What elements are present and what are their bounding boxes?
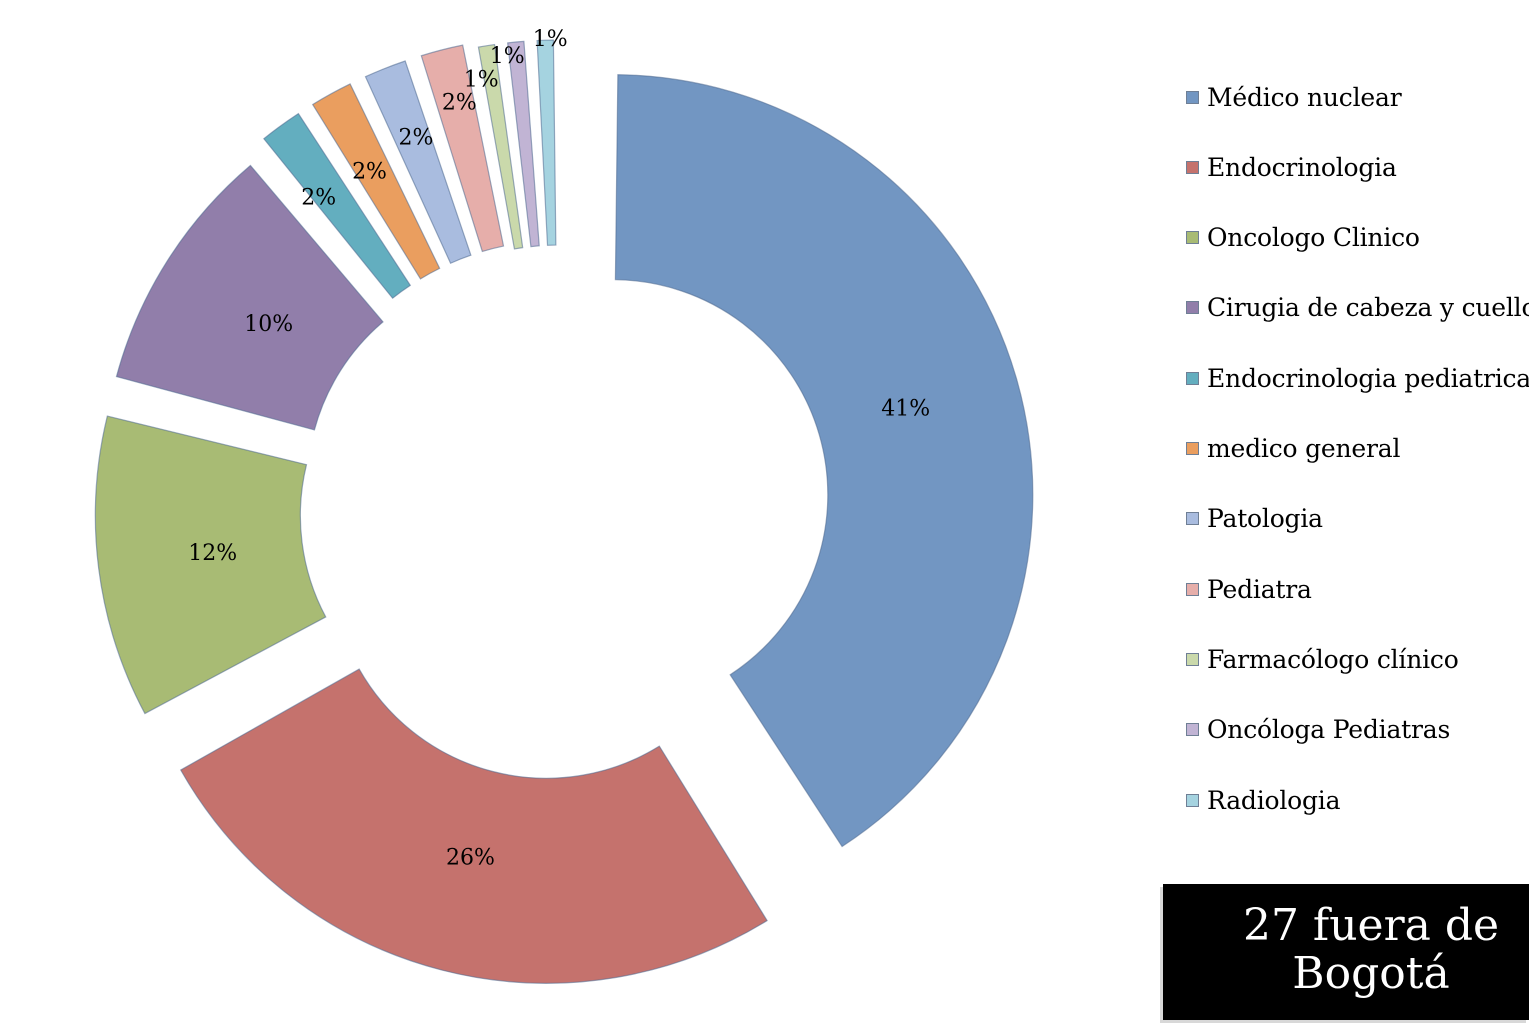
data-label-radiologia: 1%	[533, 27, 568, 52]
slice-endocrinologia-pediatrica	[263, 112, 412, 300]
slice-pediatra	[420, 44, 505, 253]
slice-oncologo-clinico	[94, 415, 327, 715]
slice-medico-nuclear	[614, 74, 1034, 848]
legend-label: Patologia	[1207, 504, 1323, 534]
legend-label: Oncologo Clinico	[1207, 223, 1420, 253]
slice-medico-general	[311, 83, 441, 280]
legend-label: Pediatra	[1207, 574, 1312, 604]
legend-item-oncologo-clinico: Oncologo Clinico	[1186, 223, 1420, 253]
legend-swatch	[1186, 652, 1199, 666]
legend-label: Endocrinologia pediatrica	[1207, 363, 1529, 393]
slice-farmacologo-clinico	[477, 43, 524, 250]
legend-swatch	[1186, 301, 1199, 315]
legend-swatch	[1186, 442, 1199, 455]
legend-item-cirugia-de-cabeza-y-cuello: Cirugia de cabeza y cuello	[1186, 293, 1529, 323]
legend-item-oncologa-pediatras: Oncóloga Pediatras	[1186, 715, 1450, 745]
legend-label: medico general	[1207, 434, 1401, 463]
slice-radiologia	[536, 39, 557, 246]
legend-swatch	[1186, 160, 1199, 174]
legend-item-endocrinologia: Endocrinologia	[1186, 152, 1397, 182]
data-label-medico-nuclear: 41%	[881, 397, 930, 422]
data-label-patologia: 2%	[398, 125, 433, 150]
legend-swatch	[1186, 371, 1199, 385]
legend-label: Oncóloga Pediatras	[1207, 715, 1451, 745]
data-label-endocrinologia-pediatrica: 2%	[301, 186, 336, 211]
slice-oncologa-pediatras	[506, 40, 540, 248]
callout-box: 27 fuera de Bogotá	[1163, 884, 1529, 1020]
legend-swatch	[1186, 723, 1199, 737]
callout-text: 27 fuera de Bogotá	[1242, 900, 1500, 999]
legend-swatch	[1186, 231, 1199, 245]
legend-item-endocrinologia-pediatrica: Endocrinologia pediatrica	[1186, 363, 1529, 393]
data-label-oncologo-clinico: 12%	[188, 541, 237, 566]
legend-label: Endocrinologia	[1207, 152, 1397, 182]
legend-label: Radiologia	[1207, 785, 1341, 815]
data-label-endocrinologia: 26%	[446, 846, 495, 871]
legend-item-farmacologo-clinico: Farmacólogo clínico	[1186, 644, 1459, 674]
data-label-oncologa-pediatras: 1%	[490, 44, 525, 69]
slice-cirugia-de-cabeza-y-cuello	[115, 164, 384, 431]
data-label-medico-general: 2%	[352, 160, 387, 185]
legend-swatch	[1186, 90, 1199, 104]
doughnut-chart: 41%26%12%10%2%2%2%2%1%1%1%	[94, 27, 1034, 984]
legend-swatch	[1186, 512, 1199, 526]
slice-endocrinologia	[179, 668, 768, 984]
data-label-pediatra: 2%	[442, 90, 477, 115]
data-label-cirugia-de-cabeza-y-cuello: 10%	[244, 312, 293, 337]
legend-swatch	[1186, 793, 1199, 807]
legend-swatch	[1186, 582, 1199, 596]
legend-label: Médico nuclear	[1207, 82, 1402, 112]
legend-item-patologia: Patologia	[1186, 504, 1323, 534]
legend-label: Farmacólogo clínico	[1207, 644, 1459, 674]
data-label-farmacologo-clinico: 1%	[464, 67, 499, 92]
slice-patologia	[364, 60, 472, 265]
legend-label: Cirugia de cabeza y cuello	[1207, 293, 1529, 323]
legend-item-radiologia: Radiologia	[1186, 785, 1341, 815]
legend-item-medico-general: medico general	[1186, 434, 1400, 464]
legend-item-medico-nuclear: Médico nuclear	[1186, 82, 1402, 112]
legend-item-pediatra: Pediatra	[1186, 574, 1312, 604]
